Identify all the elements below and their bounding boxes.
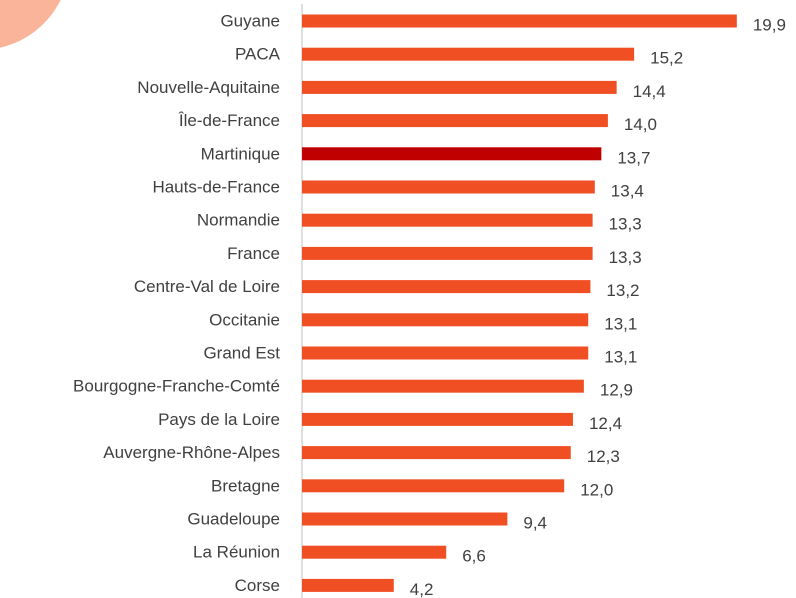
y-tick-label: Auvergne-Rhône-Alpes (103, 443, 280, 462)
y-tick-label: La Réunion (193, 543, 280, 562)
bar (302, 114, 608, 128)
bar (302, 545, 447, 559)
bar (302, 180, 595, 194)
bar (302, 578, 394, 592)
y-tick-label: Île-de-France (178, 111, 280, 130)
value-label: 13,2 (606, 281, 639, 300)
bar (302, 14, 737, 28)
value-label: 14,0 (624, 115, 657, 134)
value-label: 19,9 (753, 15, 786, 34)
decoration (0, 0, 61, 48)
bar (302, 346, 589, 360)
bar (302, 280, 591, 294)
value-label: 12,0 (580, 480, 613, 499)
value-label: 13,3 (609, 248, 642, 267)
bar (302, 313, 589, 327)
value-label: 13,7 (617, 148, 650, 167)
y-tick-label: Normandie (197, 211, 280, 230)
value-label: 12,9 (600, 381, 633, 400)
value-label: 13,3 (609, 215, 642, 234)
value-label: 13,4 (611, 181, 644, 200)
y-tick-label: Pays de la Loire (158, 410, 280, 429)
y-tick-label: PACA (235, 45, 281, 64)
value-label: 6,6 (462, 547, 486, 566)
bar (302, 446, 571, 460)
value-label: 14,4 (633, 82, 666, 101)
value-label: 13,1 (604, 314, 637, 333)
y-tick-label: Martinique (201, 144, 280, 163)
y-tick-label: Centre-Val de Loire (134, 277, 280, 296)
y-tick-label: Occitanie (209, 310, 280, 329)
y-tick-label: Guadeloupe (187, 509, 280, 528)
bar (302, 379, 584, 393)
bar (302, 147, 602, 161)
y-tick-label: Guyane (220, 11, 280, 30)
y-tick-label: Hauts-de-France (152, 177, 280, 196)
y-tick-label: France (227, 244, 280, 263)
bar (302, 479, 565, 493)
y-tick-label: Corse (235, 576, 280, 595)
bar (302, 47, 635, 61)
y-tick-label: Bourgogne-Franche-Comté (73, 377, 280, 396)
value-label: 13,1 (604, 347, 637, 366)
bar (302, 80, 617, 94)
value-label: 9,4 (523, 513, 547, 532)
value-label: 12,3 (587, 447, 620, 466)
bar (302, 246, 593, 260)
y-tick-label: Nouvelle-Aquitaine (137, 78, 280, 97)
y-tick-label: Bretagne (211, 476, 280, 495)
value-label: 15,2 (650, 49, 683, 68)
value-label: 4,2 (410, 580, 434, 598)
y-tick-label: Grand Est (203, 343, 280, 362)
bar (302, 412, 573, 426)
value-label: 12,4 (589, 414, 622, 433)
bar (302, 213, 593, 227)
bar (302, 512, 508, 526)
